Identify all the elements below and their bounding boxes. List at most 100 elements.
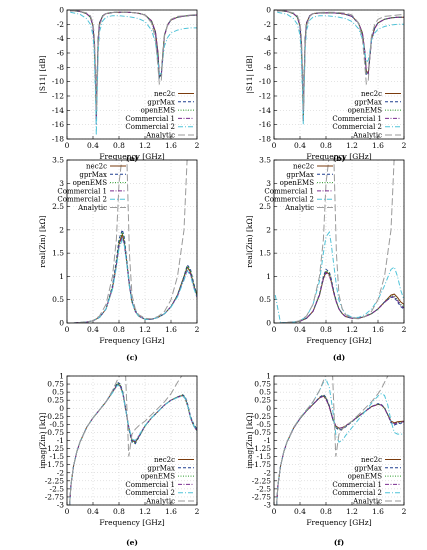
series-group (274, 160, 404, 323)
legend-label: Commercial 2 (125, 489, 175, 497)
x-tick-label: 2 (195, 325, 200, 334)
y-tick-label: -2.25 (45, 476, 64, 485)
legend-label: gprMax (79, 171, 107, 179)
x-tick-label: 0 (272, 141, 277, 150)
x-tick-label: 2 (195, 507, 200, 516)
series-line-commercial-2 (70, 11, 197, 136)
y-tick-label: -10 (259, 77, 271, 86)
x-tick-label: 0.4 (294, 141, 306, 150)
y-tick-label: 1 (59, 272, 64, 281)
legend-label: nec2c (293, 163, 314, 171)
legend-label: Analytic (145, 132, 175, 140)
legend-label: Commercial 2 (332, 489, 382, 497)
y-tick-label: 0.25 (47, 396, 64, 405)
chart-panel-6: 0 0.4 0.8 1.2 1.6 210.750.50.250-0.25-0.5-0.7… (245, 372, 407, 548)
x-tick-label: 1.2 (346, 141, 358, 150)
y-tick-label: -12 (259, 92, 271, 101)
y-tick-label: 0.5 (259, 388, 271, 397)
y-tick-label: 0 (266, 6, 271, 15)
plot-frame (66, 375, 198, 506)
x-tick-label: 2 (402, 141, 407, 150)
legend-label: Analytic (77, 204, 107, 212)
chart-panel-1: 0 0.4 0.8 1.2 1.6 2 0 -2 -4 -6 -8 -10 -12 -14 -16 -18 Fr… (38, 6, 200, 164)
legend-label: openEMS (73, 179, 108, 187)
y-tick-label: -14 (259, 106, 271, 115)
legend-label: Analytic (284, 204, 314, 212)
panel-caption: (b) (333, 154, 345, 163)
x-tick-label: 1.6 (165, 141, 177, 150)
legend-label: Commercial 1 (57, 187, 107, 195)
x-tick-label: 0.4 (294, 325, 306, 334)
x-tick-label: 0 (65, 141, 70, 150)
y-tick-label: 3 (266, 179, 271, 188)
x-tick-label: 0 (272, 325, 277, 334)
series-line-commercial-1 (70, 10, 197, 125)
legend-label: Commercial 1 (125, 481, 175, 489)
legend-label: Analytic (145, 498, 175, 506)
y-tick-label: 1 (266, 372, 271, 381)
x-tick-label: 0.8 (320, 141, 332, 150)
y-tick-label: 0.75 (47, 380, 64, 389)
y-tick-label: -4 (57, 34, 65, 43)
legend-label: nec2c (361, 456, 382, 464)
panel-caption: (f) (334, 538, 344, 547)
series-line-analytic (69, 376, 183, 505)
series-line-analytic (276, 376, 389, 505)
x-tick-label: 0.4 (87, 141, 99, 150)
legend-label: Commercial 2 (57, 196, 107, 204)
y-tick-label: -0.75 (252, 428, 271, 437)
chart-panel-5: 0 0.4 0.8 1.2 1.6 210.750.50.250-0.25-0.5-0.7… (38, 372, 200, 548)
series-line-nec2c (70, 10, 197, 122)
y-tick-label: 2.5 (52, 202, 64, 211)
y-axis-label: imag(Zin) [kΩ] (245, 412, 254, 468)
y-tick-label: 1.5 (52, 249, 64, 258)
x-tick-label: 0.4 (294, 507, 306, 516)
x-tick-label: 1.6 (372, 325, 384, 334)
y-tick-label: -1.5 (257, 452, 272, 461)
legend-label: gprMax (147, 464, 175, 472)
y-tick-label: -18 (52, 135, 64, 144)
y-tick-label: -1.25 (252, 444, 271, 453)
y-tick-label: 2 (59, 225, 64, 234)
legend-label: Commercial 2 (332, 123, 382, 131)
y-tick-label: 0.5 (52, 388, 64, 397)
series-line-commercial-1 (68, 235, 197, 323)
y-tick-label: -2.5 (257, 484, 272, 493)
series-line-openems (70, 10, 197, 118)
plot-frame (273, 9, 405, 140)
legend-label: Analytic (352, 498, 382, 506)
y-tick-label: 2.5 (259, 202, 271, 211)
plot-frame (66, 9, 198, 140)
series-line-nec2c (277, 10, 404, 122)
panel-caption: (d) (333, 353, 345, 362)
legend-label: Commercial 1 (264, 187, 314, 195)
legend-label: nec2c (154, 90, 175, 98)
legend-label: openEMS (348, 473, 383, 481)
series-line-analytic (275, 160, 395, 323)
x-axis-label: Frequency [GHz] (99, 336, 164, 345)
chart-panel-4: 0 0.4 0.8 1.2 1.6 2 0 0.5 1 1.5 2 2.5 3 3.5 Frequency … (245, 156, 407, 363)
x-tick-label: 1.2 (346, 507, 358, 516)
plot-frame (273, 375, 405, 506)
x-tick-label: 2 (402, 507, 407, 516)
plot-frame (273, 159, 405, 324)
series-line-commercial-1 (277, 10, 404, 122)
series-line-commercial-2 (277, 11, 404, 125)
y-tick-label: 1 (59, 372, 64, 381)
y-axis-label: imag(Zin) [kΩ] (38, 412, 47, 468)
y-tick-label: 3 (59, 179, 64, 188)
legend-label: nec2c (361, 90, 382, 98)
y-tick-label: -18 (259, 135, 271, 144)
x-axis-label: Frequency [GHz] (306, 152, 371, 161)
y-tick-label: 0.5 (259, 295, 271, 304)
y-tick-label: -2.5 (50, 484, 65, 493)
y-tick-label: -2 (57, 468, 65, 477)
legend-label: openEMS (141, 473, 176, 481)
y-tick-label: -8 (57, 63, 65, 72)
legend-label: Commercial 2 (264, 196, 314, 204)
x-tick-label: 1.6 (372, 507, 384, 516)
x-tick-label: 0 (65, 325, 70, 334)
series-line-commercial-2 (276, 378, 404, 505)
